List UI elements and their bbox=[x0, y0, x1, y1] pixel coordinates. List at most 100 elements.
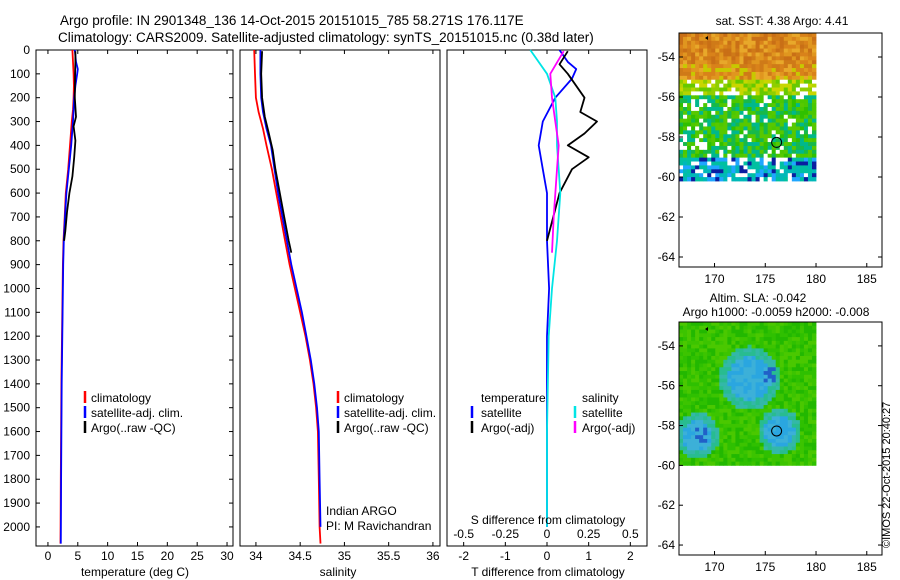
heatmap-cell bbox=[703, 165, 708, 170]
heatmap-cell bbox=[715, 56, 720, 61]
heatmap-cell bbox=[707, 44, 712, 49]
heatmap-cell bbox=[787, 157, 793, 162]
heatmap-cell bbox=[711, 103, 716, 108]
heatmap-cell bbox=[811, 33, 817, 38]
heatmap-cell bbox=[747, 142, 752, 147]
heatmap-cell bbox=[723, 60, 728, 65]
heatmap-cell bbox=[715, 142, 720, 147]
heatmap-cell bbox=[771, 95, 777, 100]
heatmap-cell bbox=[703, 52, 708, 57]
heatmap-cell bbox=[727, 325, 732, 330]
heatmap-cell bbox=[779, 33, 785, 38]
heatmap-cell bbox=[743, 91, 748, 96]
map-y-tick-label: -62 bbox=[658, 498, 676, 512]
heatmap-cell bbox=[743, 60, 748, 65]
heatmap-cell bbox=[711, 134, 716, 139]
heatmap-cell bbox=[687, 126, 692, 131]
heatmap-cell bbox=[795, 149, 801, 155]
heatmap-cell bbox=[755, 71, 760, 77]
heatmap-cell bbox=[687, 322, 692, 327]
heatmap-cell bbox=[707, 79, 712, 85]
heatmap-cell bbox=[811, 344, 817, 349]
heatmap-cell bbox=[735, 367, 740, 372]
heatmap-cell bbox=[751, 44, 756, 49]
heatmap-cell bbox=[743, 389, 748, 395]
heatmap-cell bbox=[807, 461, 813, 466]
heatmap-cell bbox=[747, 333, 752, 338]
map-corner-marker bbox=[705, 36, 708, 40]
heatmap-cell bbox=[743, 457, 748, 463]
heatmap-cell bbox=[803, 142, 809, 147]
heatmap-cell bbox=[707, 322, 712, 327]
heatmap-cell bbox=[731, 367, 736, 372]
heatmap-cell bbox=[779, 461, 785, 466]
heatmap-cell bbox=[679, 68, 684, 73]
heatmap-cell bbox=[695, 52, 700, 57]
heatmap-cell bbox=[775, 378, 781, 383]
heatmap-cell bbox=[747, 420, 752, 425]
heatmap-cell bbox=[695, 423, 700, 429]
heatmap-cell bbox=[807, 157, 813, 162]
heatmap-cell bbox=[719, 382, 724, 387]
heatmap-cell bbox=[719, 412, 724, 417]
heatmap-cell bbox=[807, 36, 813, 42]
heatmap-cell bbox=[699, 446, 704, 451]
heatmap-cell bbox=[751, 397, 756, 402]
heatmap-cell bbox=[807, 352, 813, 357]
heatmap-cell bbox=[803, 118, 809, 123]
heatmap-cell bbox=[747, 118, 752, 123]
heatmap-cell bbox=[763, 118, 769, 123]
heatmap-cell bbox=[803, 169, 809, 174]
heatmap-cell bbox=[751, 412, 756, 417]
heatmap-cell bbox=[707, 438, 712, 444]
heatmap-cell bbox=[787, 386, 793, 391]
heatmap-cell bbox=[683, 114, 688, 120]
heatmap-cell bbox=[803, 149, 809, 155]
heatmap-cell bbox=[747, 75, 752, 81]
heatmap-cell bbox=[803, 52, 809, 57]
heatmap-cell bbox=[791, 446, 797, 451]
heatmap-cell bbox=[703, 382, 708, 387]
heatmap-cell bbox=[779, 416, 785, 421]
heatmap-cell bbox=[679, 322, 684, 327]
heatmap-cell bbox=[803, 110, 809, 116]
heatmap-cell bbox=[727, 68, 732, 73]
heatmap-cell bbox=[711, 461, 716, 466]
heatmap-cell bbox=[799, 446, 805, 451]
heatmap-cell bbox=[783, 352, 789, 357]
heatmap-cell bbox=[759, 107, 765, 112]
heatmap-cell bbox=[703, 461, 708, 466]
heatmap-cell bbox=[715, 382, 720, 387]
heatmap-cell bbox=[803, 56, 809, 61]
heatmap-cell bbox=[775, 393, 781, 398]
heatmap-cell bbox=[687, 329, 692, 334]
heatmap-cell bbox=[719, 416, 724, 421]
heatmap-cell bbox=[787, 44, 793, 49]
heatmap-cell bbox=[803, 33, 809, 38]
heatmap-cell bbox=[787, 363, 793, 368]
heatmap-cell bbox=[791, 329, 797, 334]
heatmap-cell bbox=[787, 374, 793, 379]
heatmap-cell bbox=[771, 446, 777, 451]
heatmap-cell bbox=[731, 161, 736, 166]
heatmap-cell bbox=[771, 153, 777, 159]
heatmap-cell bbox=[703, 103, 708, 108]
heatmap-cell bbox=[799, 83, 805, 88]
heatmap-cell bbox=[691, 450, 696, 455]
heatmap-cell bbox=[783, 393, 789, 398]
heatmap-cell bbox=[683, 68, 688, 73]
depth-tick-label: 0 bbox=[23, 43, 30, 57]
heatmap-cell bbox=[755, 393, 760, 398]
heatmap-cell bbox=[711, 438, 716, 444]
heatmap-cell bbox=[807, 405, 813, 410]
heatmap-cell bbox=[699, 416, 704, 421]
heatmap-cell bbox=[787, 130, 793, 135]
heatmap-cell bbox=[795, 378, 801, 383]
heatmap-cell bbox=[799, 438, 805, 444]
heatmap-cell bbox=[731, 142, 736, 147]
heatmap-cell bbox=[687, 165, 692, 170]
heatmap-cell bbox=[727, 110, 732, 116]
heatmap-cell bbox=[679, 83, 684, 88]
heatmap-cell bbox=[723, 149, 728, 155]
